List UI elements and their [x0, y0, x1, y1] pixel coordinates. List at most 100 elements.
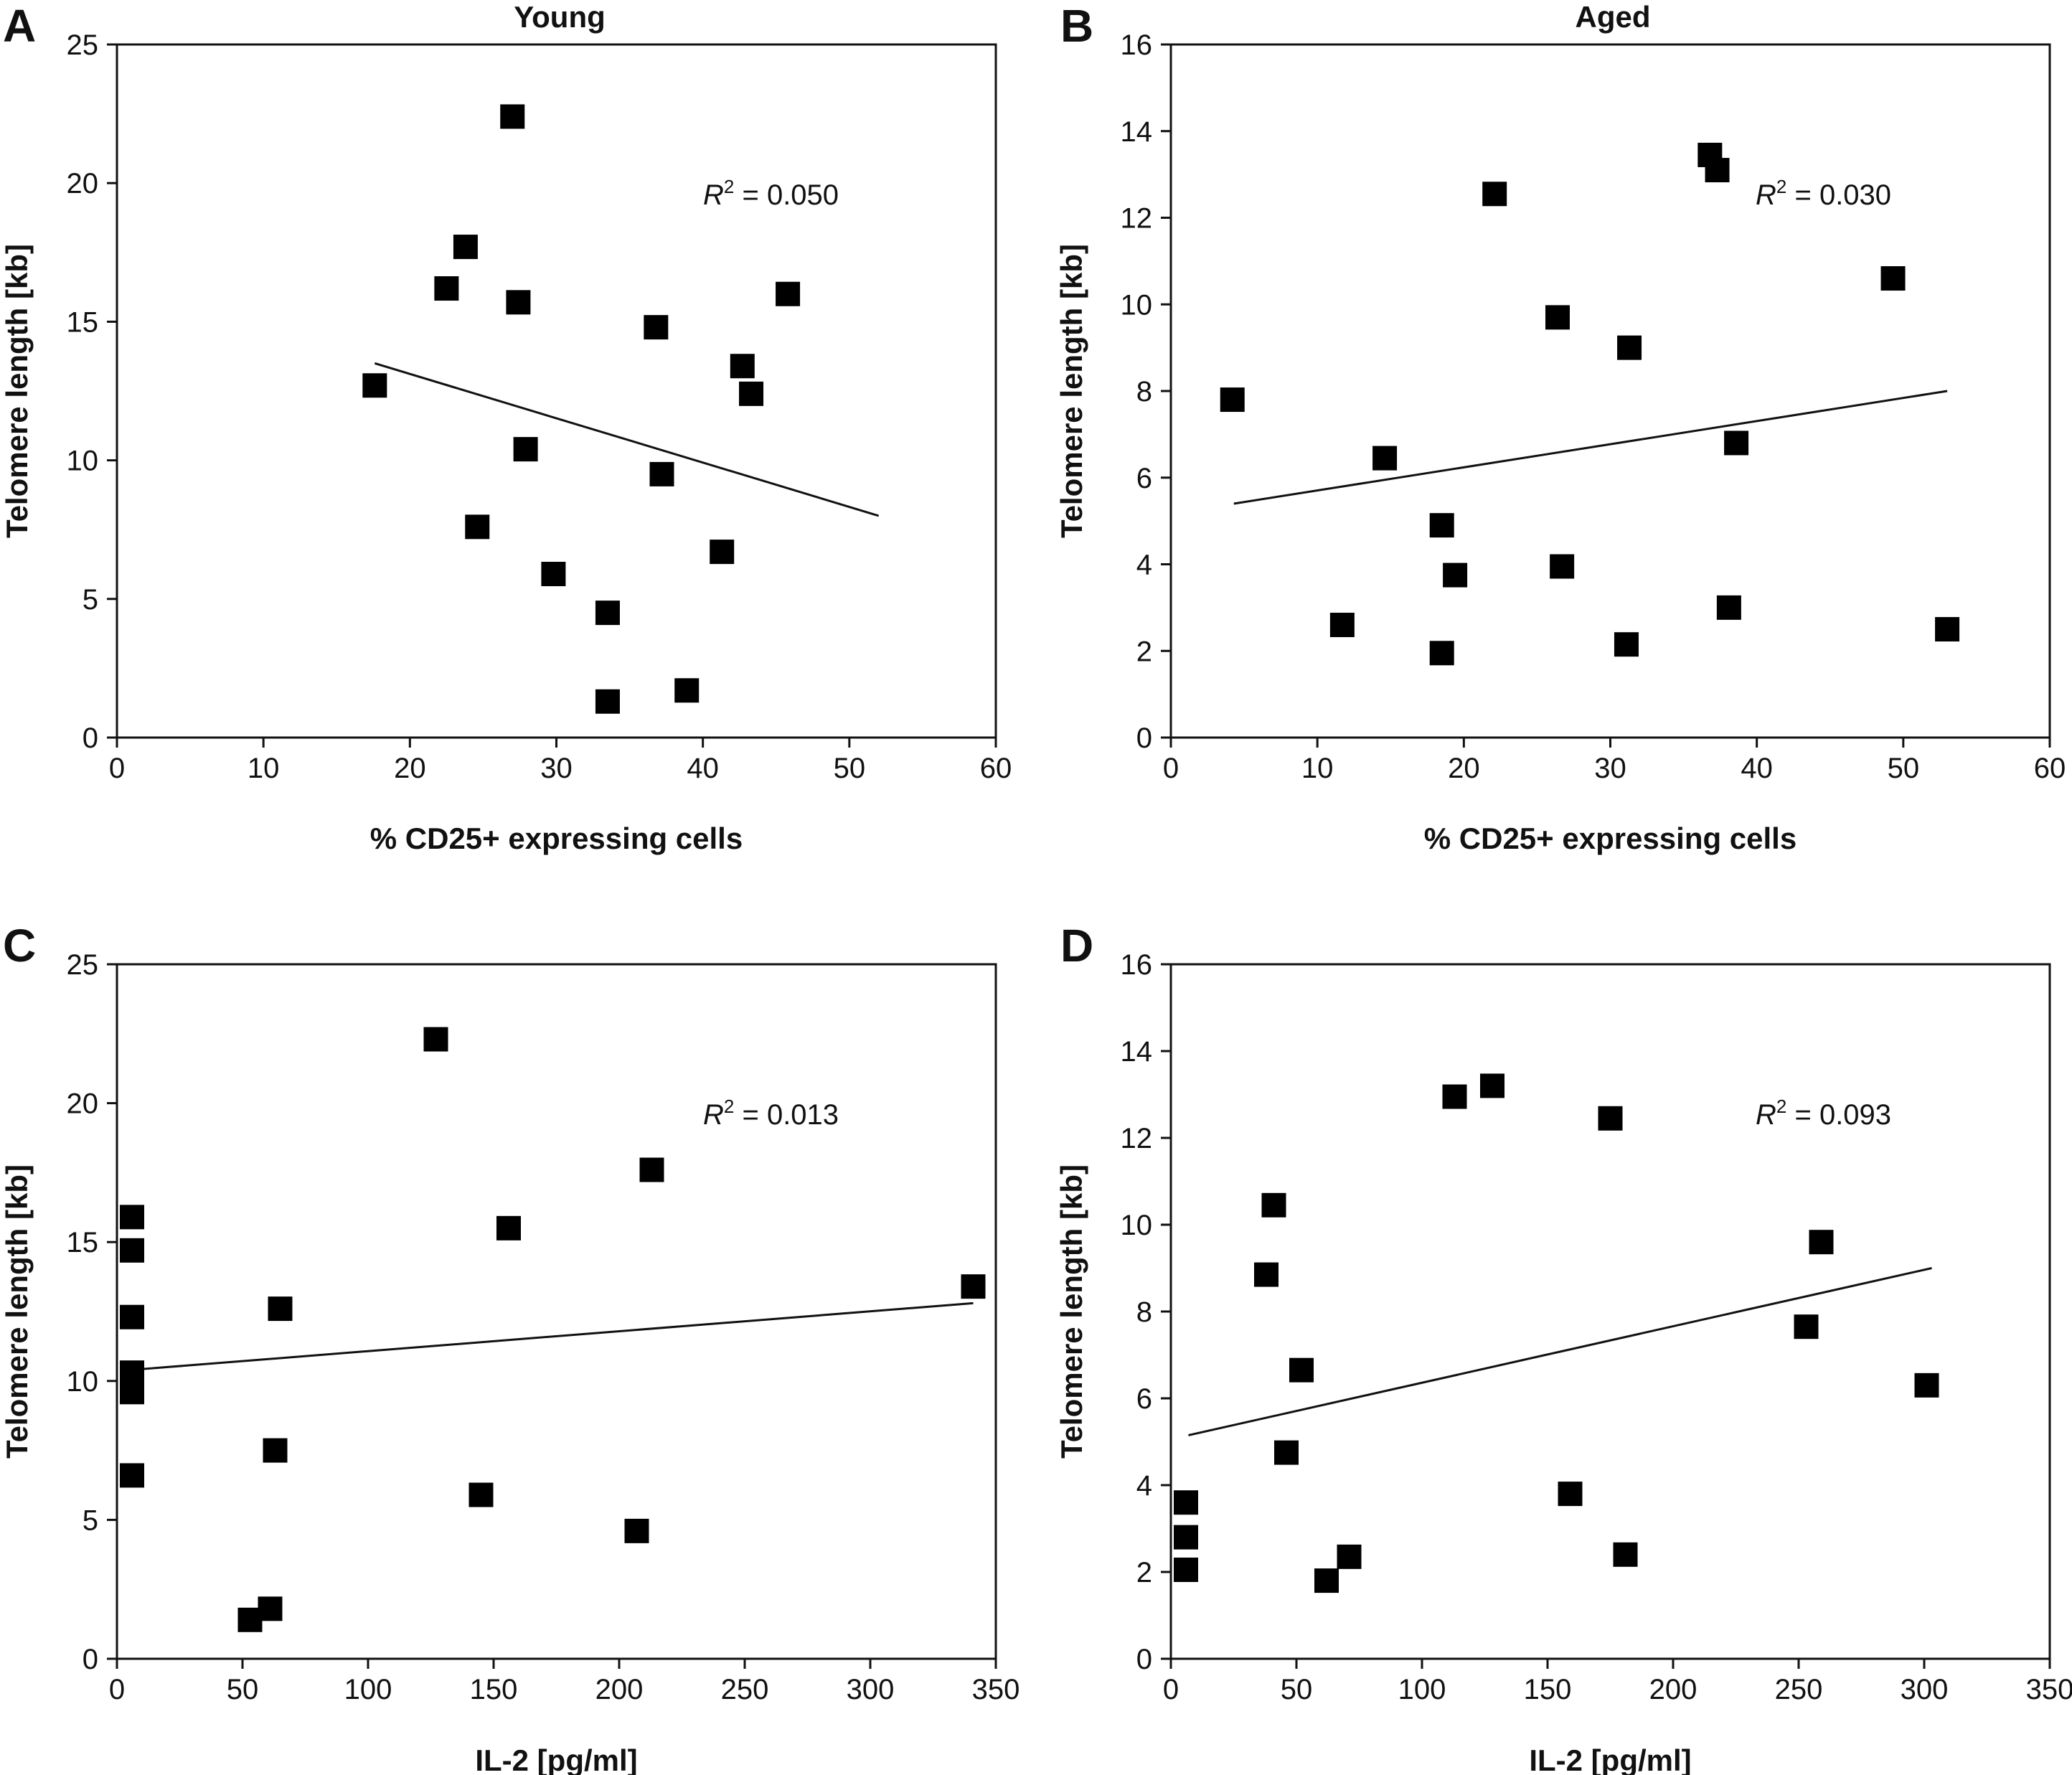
panel-a: A Young 0 10 20 30 40 50 60 0 5 10 15 20 25 % CD25+ exp… — [0, 0, 1012, 855]
y-tick-label-d: 4 — [1136, 1470, 1152, 1502]
data-point-a — [541, 562, 566, 587]
x-tick-label-d: 0 — [1163, 1674, 1179, 1705]
trendline-b — [1233, 390, 1948, 505]
data-point-a — [649, 461, 674, 486]
y-tick-label-a: 15 — [67, 306, 99, 338]
data-point-c — [120, 1304, 144, 1329]
data-point-d — [1174, 1490, 1198, 1515]
plot-frame-b — [1169, 43, 2051, 739]
r2-symbol-d: R — [1756, 1099, 1776, 1131]
trendline-a — [374, 362, 880, 517]
data-point-a — [595, 689, 620, 714]
data-point-c — [120, 1238, 144, 1263]
data-point-c — [496, 1215, 521, 1240]
chart-title-a: Young — [514, 0, 606, 34]
data-point-b — [1443, 562, 1468, 588]
x-tick-label-c: 150 — [470, 1674, 518, 1705]
panel-c: C 0 50 100 150 200 250 300 350 0 5 10 15 20 25 IL-2 [pg… — [0, 920, 1019, 1775]
r2-annotation-c: R2 = 0.013 — [703, 1096, 839, 1131]
data-point-d — [1314, 1568, 1339, 1593]
data-point-d — [1274, 1440, 1299, 1465]
x-tick-label-a: 60 — [980, 753, 1012, 784]
data-point-a — [465, 514, 490, 540]
r2-symbol-a: R — [703, 179, 724, 211]
r2-value-c: = 0.013 — [734, 1099, 839, 1131]
data-point-a — [434, 276, 459, 301]
data-point-c — [468, 1482, 494, 1507]
data-point-a — [674, 678, 700, 703]
data-point-d — [1809, 1230, 1834, 1255]
y-tick-label-b: 4 — [1136, 550, 1152, 581]
y-tick-label-d: 2 — [1136, 1557, 1152, 1588]
y-tick-label-c: 20 — [67, 1088, 99, 1120]
panel-letter-c: C — [3, 920, 36, 971]
x-tick-label-a: 30 — [540, 753, 573, 784]
r2-annotation-d: R2 = 0.093 — [1756, 1096, 1891, 1131]
y-tick-label-a: 25 — [67, 29, 99, 61]
r2-annotation-a: R2 = 0.050 — [703, 176, 839, 211]
panel-letter-b: B — [1060, 0, 1093, 52]
r2-annotation-b: R2 = 0.030 — [1756, 176, 1891, 211]
x-tick-label-d: 150 — [1524, 1674, 1572, 1705]
panel-letter-a: A — [3, 0, 36, 52]
data-point-a — [506, 290, 531, 315]
plot-frame-a — [116, 43, 997, 739]
x-tick-label-d: 50 — [1281, 1674, 1313, 1705]
y-tick-label-b: 12 — [1121, 203, 1153, 235]
data-point-b — [1705, 158, 1730, 183]
data-point-b — [1550, 554, 1575, 579]
data-point-c — [423, 1027, 448, 1052]
data-point-b — [1724, 430, 1749, 456]
y-tick-label-a: 20 — [67, 168, 99, 199]
plot-frame-d — [1169, 963, 2051, 1660]
y-tick-label-b: 14 — [1121, 116, 1153, 148]
y-axis-label-b: Telomere length [kb] — [1055, 244, 1088, 538]
y-tick-label-d: 6 — [1136, 1383, 1152, 1415]
data-point-b — [1545, 305, 1570, 330]
data-point-a — [513, 437, 538, 462]
r2-exponent-c: 2 — [724, 1096, 734, 1117]
y-axis-label-d: Telomere length [kb] — [1055, 1164, 1088, 1459]
x-tick-label-a: 50 — [834, 753, 866, 784]
x-tick-label-d: 350 — [2026, 1674, 2072, 1705]
data-point-c — [120, 1205, 144, 1230]
x-tick-label-a: 20 — [394, 753, 426, 784]
data-point-d — [1794, 1314, 1819, 1340]
data-point-d — [1480, 1073, 1504, 1098]
y-tick-label-c: 25 — [67, 949, 99, 981]
y-tick-label-d: 8 — [1136, 1296, 1152, 1328]
plot-frame-c — [116, 963, 997, 1660]
data-point-d — [1289, 1357, 1314, 1383]
x-axis-label-d: IL-2 [pg/ml] — [1529, 1743, 1691, 1775]
data-point-b — [1716, 595, 1741, 620]
panel-d: D 0 50 100 150 200 250 300 350 0 2 4 6 8 10 12 14 16 IL-2 … — [1055, 920, 2072, 1775]
panel-b: B Aged 0 10 20 30 40 50 60 0 2 4 6 8 10 12 14 16 % CD25+ e… — [1055, 0, 2066, 855]
y-tick-label-d: 10 — [1121, 1210, 1153, 1241]
r2-exponent-a: 2 — [724, 176, 734, 197]
data-point-c — [120, 1463, 144, 1488]
data-point-d — [1914, 1373, 1939, 1398]
data-point-a — [453, 235, 478, 260]
data-point-d — [1254, 1262, 1278, 1287]
y-axis-label-c: Telomere length [kb] — [0, 1164, 34, 1459]
y-tick-label-a: 10 — [67, 446, 99, 477]
data-point-b — [1935, 617, 1960, 642]
y-tick-label-b: 2 — [1136, 636, 1152, 667]
r2-exponent-b: 2 — [1776, 176, 1786, 197]
y-tick-label-c: 0 — [83, 1644, 98, 1675]
x-tick-label-b: 50 — [1888, 753, 1920, 784]
x-tick-label-c: 100 — [344, 1674, 392, 1705]
y-tick-label-d: 14 — [1121, 1036, 1153, 1068]
y-tick-label-d: 16 — [1121, 949, 1153, 981]
data-point-c — [120, 1380, 144, 1405]
y-tick-label-b: 10 — [1121, 289, 1153, 321]
data-point-a — [710, 540, 735, 565]
x-tick-label-b: 20 — [1448, 753, 1480, 784]
y-axis-label-a: Telomere length [kb] — [0, 244, 34, 538]
x-axis-label-a: % CD25+ expressing cells — [370, 821, 743, 855]
x-tick-label-b: 30 — [1594, 753, 1626, 784]
r2-value-d: = 0.093 — [1786, 1099, 1891, 1131]
y-tick-label-a: 0 — [83, 722, 98, 754]
y-tick-label-b: 6 — [1136, 463, 1152, 494]
